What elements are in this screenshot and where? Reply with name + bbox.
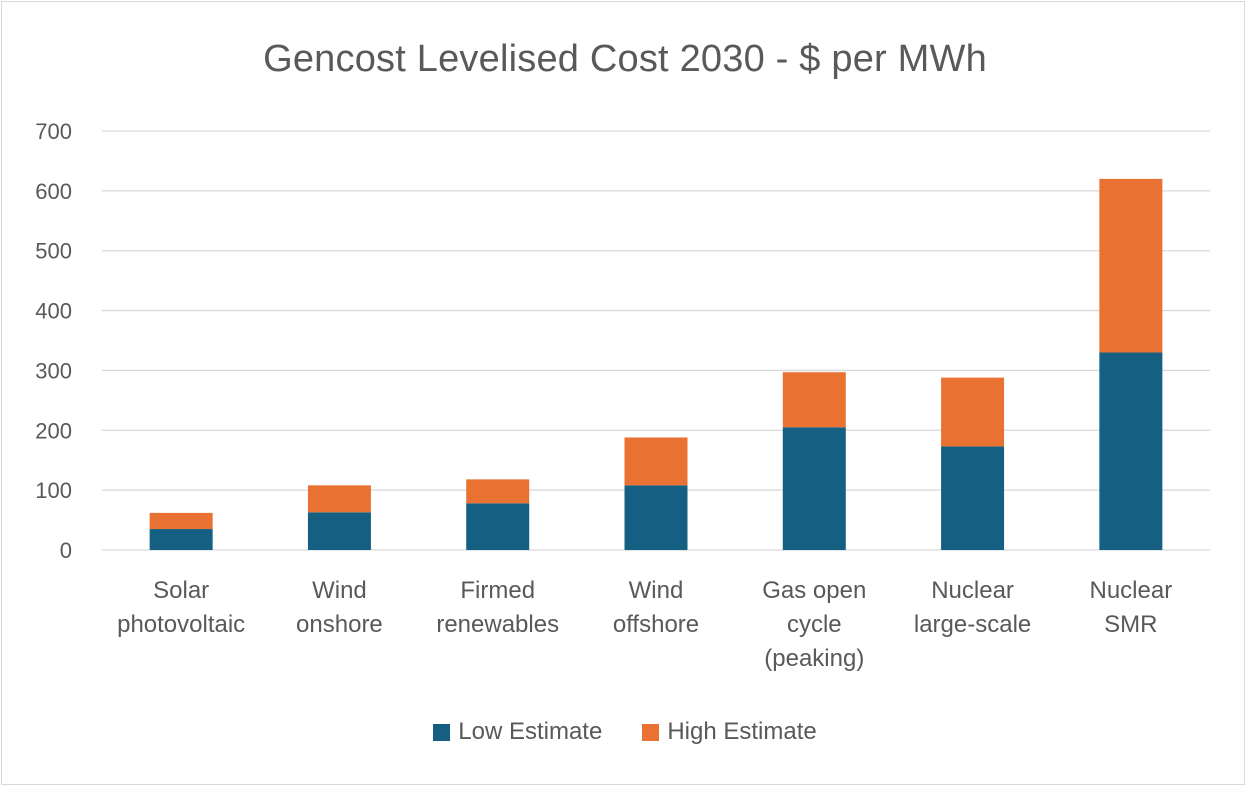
x-tick-label: Gas open cycle (peaking) [762,577,866,672]
y-tick-label: 400 [35,299,72,324]
bar-low-estimate [941,446,1005,550]
bar-low-estimate [782,427,846,550]
y-tick-label: 200 [35,418,72,443]
y-tick-label: 0 [60,538,72,563]
bar-high-estimate [782,372,846,428]
bar-low-estimate [1099,352,1163,550]
bar-low-estimate [624,485,688,550]
bar-low-estimate [307,512,371,550]
legend-label-low: Low Estimate [458,718,603,745]
bar-high-estimate [941,377,1005,447]
bar-high-estimate [149,512,213,530]
bar-high-estimate [466,479,530,504]
chart-title: Gencost Levelised Cost 2030 - $ per MWh [263,38,987,80]
x-tick-label: Nuclear large-scale [914,577,1031,638]
legend-label-high: High Estimate [667,718,817,745]
y-tick-label: 100 [35,478,72,503]
legend-swatch-high [642,723,660,741]
bar-high-estimate [1099,178,1163,353]
y-tick-label: 700 [35,119,72,144]
x-tick-label: Wind offshore [613,577,699,638]
bar-low-estimate [149,529,213,550]
legend: Low Estimate High Estimate [2,718,1248,746]
bar-high-estimate [624,437,688,486]
legend-item-high: High Estimate [642,718,817,746]
y-tick-label: 500 [35,239,72,264]
x-tick-label: Firmed renewables [436,577,559,638]
bar-high-estimate [307,485,371,513]
bar-low-estimate [466,503,530,550]
legend-swatch-low [433,723,451,741]
x-tick-label: Nuclear SMR [1090,577,1173,638]
y-tick-label: 600 [35,179,72,204]
y-tick-label: 300 [35,358,72,383]
legend-item-low: Low Estimate [433,718,602,746]
x-tick-label: Wind onshore [296,577,383,638]
chart-plot-area: 0 100 200 300 400 500 600 700 Solar photovoltaic W… [35,119,1210,672]
x-tick-label: Solar photovoltaic [117,577,245,638]
